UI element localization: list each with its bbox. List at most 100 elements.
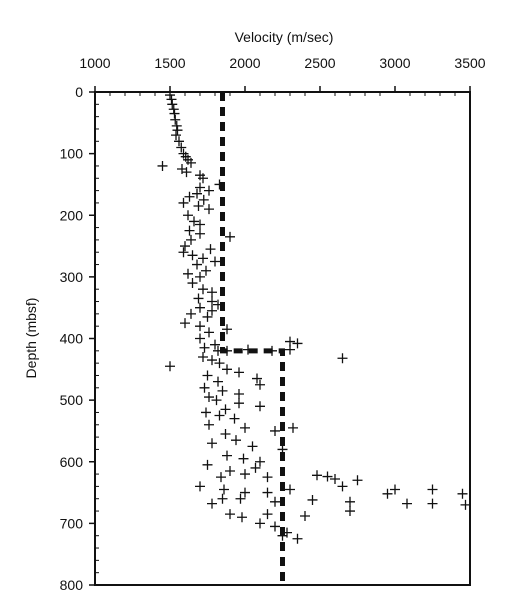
data-point	[270, 425, 280, 436]
data-point	[204, 327, 214, 338]
data-point	[186, 234, 196, 245]
data-point	[270, 496, 280, 507]
data-point	[427, 498, 438, 509]
data-point	[262, 509, 273, 520]
data-point	[292, 533, 303, 544]
data-point	[195, 182, 205, 193]
data-point	[172, 125, 183, 136]
model-velocity-line	[220, 92, 285, 585]
data-point	[189, 216, 199, 227]
data-point	[255, 518, 265, 529]
data-point	[201, 407, 211, 418]
data-point	[169, 108, 180, 119]
data-point	[157, 160, 168, 171]
data-point	[216, 472, 226, 483]
data-point	[207, 355, 217, 366]
data-point	[222, 324, 232, 335]
x-axis-title: Velocity (m/sec)	[235, 29, 334, 45]
data-point	[198, 194, 209, 205]
data-point	[270, 521, 280, 532]
data-point	[171, 130, 181, 141]
data-point	[166, 94, 177, 105]
data-point	[235, 493, 246, 504]
data-point	[202, 370, 213, 381]
y-tick-label: 400	[60, 331, 84, 347]
data-point	[262, 472, 273, 483]
data-point	[390, 484, 400, 495]
data-point	[250, 462, 261, 473]
data-point	[217, 385, 228, 396]
data-point	[192, 259, 202, 270]
data-point	[199, 342, 210, 353]
data-point	[214, 410, 225, 421]
y-tick-label: 0	[75, 84, 83, 100]
x-tick-label: 1000	[79, 55, 110, 71]
y-tick-label: 200	[60, 207, 84, 223]
data-point	[255, 456, 265, 467]
data-point	[222, 450, 232, 461]
data-point	[247, 441, 258, 452]
data-point	[181, 167, 192, 178]
data-point	[312, 470, 322, 481]
data-point	[214, 358, 225, 369]
x-tick-label: 3500	[454, 55, 485, 71]
data-point	[198, 173, 208, 184]
data-point	[300, 510, 310, 521]
y-tick-label: 100	[60, 146, 84, 162]
x-tick-label: 1500	[154, 55, 185, 71]
data-point	[204, 204, 214, 215]
data-point	[240, 469, 250, 480]
data-point	[330, 474, 340, 485]
data-point	[345, 506, 355, 517]
data-point	[255, 379, 265, 390]
data-point	[262, 487, 273, 498]
data-point	[345, 496, 355, 507]
data-point	[225, 465, 235, 476]
data-point	[165, 90, 175, 101]
data-point	[199, 382, 210, 393]
data-point	[207, 438, 217, 449]
data-point	[457, 488, 468, 499]
data-point	[222, 364, 232, 375]
data-point	[237, 512, 247, 523]
data-point	[307, 494, 318, 505]
data-point	[285, 484, 295, 495]
data-point	[198, 284, 208, 295]
data-point	[178, 247, 189, 258]
data-point	[178, 197, 189, 208]
data-point	[183, 268, 193, 279]
data-point	[193, 293, 204, 304]
data-point	[255, 401, 265, 412]
y-tick-label: 500	[60, 392, 84, 408]
data-point	[167, 99, 178, 110]
data-point	[234, 367, 244, 378]
data-point	[382, 488, 393, 499]
x-tick-label: 2000	[229, 55, 260, 71]
plot-frame	[94, 91, 471, 586]
data-point	[174, 136, 184, 147]
data-point	[195, 333, 205, 344]
data-point	[198, 351, 208, 362]
data-point	[352, 475, 363, 486]
data-point	[195, 481, 205, 492]
data-point	[322, 471, 333, 482]
data-point	[207, 498, 217, 509]
data-point	[187, 250, 198, 261]
data-point	[165, 361, 175, 372]
data-point	[240, 422, 250, 433]
data-point	[201, 265, 211, 276]
data-point	[292, 338, 303, 349]
data-point	[205, 244, 216, 255]
data-point	[204, 419, 214, 430]
data-point	[195, 302, 205, 313]
data-point	[238, 453, 249, 464]
data-point	[220, 404, 231, 415]
y-tick-label: 800	[60, 577, 84, 593]
data-point	[240, 487, 250, 498]
x-tick-label: 2500	[304, 55, 335, 71]
data-point	[195, 321, 205, 332]
data-point	[460, 499, 471, 510]
data-point	[211, 395, 222, 406]
data-point	[213, 376, 223, 387]
